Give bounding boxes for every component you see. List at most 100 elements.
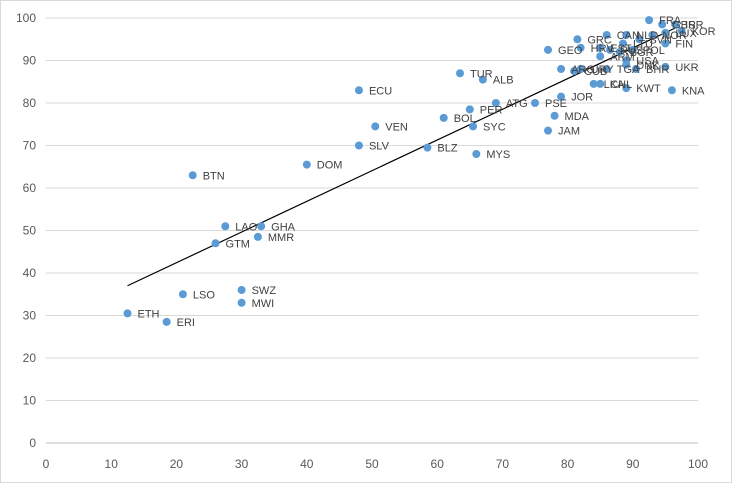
data-point-nor: [648, 31, 657, 39]
axes: 0 10 20 30 40 50 60 70 80 90 100 0 10 20 30 40 50 60 70 80 9…: [16, 11, 708, 471]
data-point-svn: [635, 35, 644, 44]
data-label-kor: KOR: [692, 26, 716, 38]
y-tick-label: 100: [16, 11, 36, 25]
data-point-ecu: [354, 86, 363, 95]
y-tick-label: 50: [23, 224, 37, 238]
data-label-blz: BLZ: [437, 143, 457, 155]
data-label-fin: FIN: [675, 39, 693, 51]
data-point-syc: [469, 122, 478, 131]
data-point-chl: [596, 79, 605, 88]
data-label-nor: NOR: [662, 30, 687, 42]
data-point-lso: [178, 290, 187, 299]
x-tick-label: 90: [626, 457, 640, 471]
data-label-nld: NLD: [636, 30, 658, 42]
data-point-ury: [576, 65, 585, 73]
data-point-lux: [661, 28, 670, 37]
data-point-tga: [602, 65, 611, 73]
data-point-est: [596, 43, 605, 52]
data-point-dom: [302, 160, 311, 169]
data-point-jor: [557, 92, 566, 101]
x-tick-label: 70: [496, 457, 510, 471]
data-point-tur: [456, 69, 465, 78]
data-point-geo: [544, 45, 553, 54]
y-tick-label: 80: [23, 96, 37, 110]
data-point-kna: [667, 86, 676, 95]
data-point-hrv: [576, 43, 585, 52]
data-label-usa: USA: [636, 56, 659, 68]
data-point-mmr: [253, 232, 262, 241]
data-label-kna: KNA: [682, 85, 705, 97]
data-point-cub: [570, 67, 579, 76]
data-label-cub: CUB: [584, 66, 607, 78]
data-label-gha: GHA: [271, 221, 296, 233]
data-label-mwi: MWI: [252, 298, 275, 310]
x-tick-label: 0: [43, 457, 50, 471]
data-label-lao: LAO: [235, 221, 257, 233]
data-label-mda: MDA: [565, 111, 590, 123]
data-label-mys: MYS: [486, 149, 510, 161]
data-label-swz: SWZ: [252, 285, 277, 297]
data-point-atg: [491, 99, 500, 107]
x-tick-label: 60: [431, 457, 445, 471]
x-tick-label: 80: [561, 457, 575, 471]
data-point-pse: [531, 99, 539, 107]
data-label-est: EST: [610, 43, 632, 55]
y-tick-label: 10: [23, 394, 37, 408]
data-point-kwt: [622, 84, 631, 93]
data-label-eth: ETH: [138, 308, 160, 320]
data-label-pol: POL: [643, 45, 665, 57]
data-label-pse: PSE: [545, 98, 567, 110]
data-point-bol: [439, 113, 448, 122]
data-label-fra: FRA: [659, 15, 682, 27]
data-point-jam: [544, 126, 553, 135]
data-label-hrv: HRV: [591, 43, 615, 55]
data-label-ukr: UKR: [675, 62, 698, 74]
y-tick-label: 30: [23, 309, 37, 323]
data-point-bhr: [632, 65, 641, 73]
data-label-chl: CHL: [610, 79, 632, 91]
data-point-mda: [550, 111, 559, 120]
data-label-per: PER: [480, 104, 503, 116]
data-point-eri: [162, 317, 171, 326]
data-point-mwi: [237, 298, 246, 307]
data-point-fra: [645, 16, 654, 25]
data-label-alb: ALB: [493, 75, 514, 87]
data-label-btn: BTN: [203, 170, 225, 182]
x-tick-label: 50: [365, 457, 379, 471]
data-label-tga: TGA: [617, 64, 640, 76]
data-label-bhr: BHR: [646, 64, 669, 76]
data-point-grc: [573, 35, 582, 44]
data-label-dnk: DNK: [636, 60, 660, 72]
data-point-ven: [371, 122, 380, 131]
data-point-can: [602, 31, 611, 39]
data-point-lao: [221, 222, 230, 231]
y-tick-label: 20: [23, 351, 37, 365]
data-label-lka: LKA: [604, 79, 625, 91]
data-label-bgr: BGR: [630, 47, 654, 59]
x-tick-label: 10: [105, 457, 119, 471]
data-point-blz: [423, 143, 432, 152]
data-point-mys: [472, 150, 481, 158]
data-label-tur: TUR: [470, 68, 493, 80]
data-point-nld: [622, 31, 631, 39]
data-point-isr: [671, 20, 680, 29]
data-label-gbr: GBR: [672, 19, 696, 31]
data-point-gbr: [658, 20, 667, 29]
data-point-gha: [257, 222, 266, 231]
data-point-gtm: [211, 239, 220, 248]
data-point-arg: [557, 65, 566, 73]
data-label-rus: RUS: [620, 45, 643, 57]
data-label-eri: ERI: [177, 317, 195, 329]
data-label-ven: VEN: [385, 121, 408, 133]
data-label-svn: SVN: [649, 34, 672, 46]
data-label-geo: GEO: [558, 45, 583, 57]
data-point-pol: [628, 45, 637, 54]
data-point-arm: [596, 52, 605, 61]
data-label-isr: ISR: [685, 19, 703, 31]
data-label-gtm: GTM: [226, 238, 250, 250]
data-label-arg: ARG: [571, 64, 595, 76]
data-point-fin: [661, 39, 670, 48]
